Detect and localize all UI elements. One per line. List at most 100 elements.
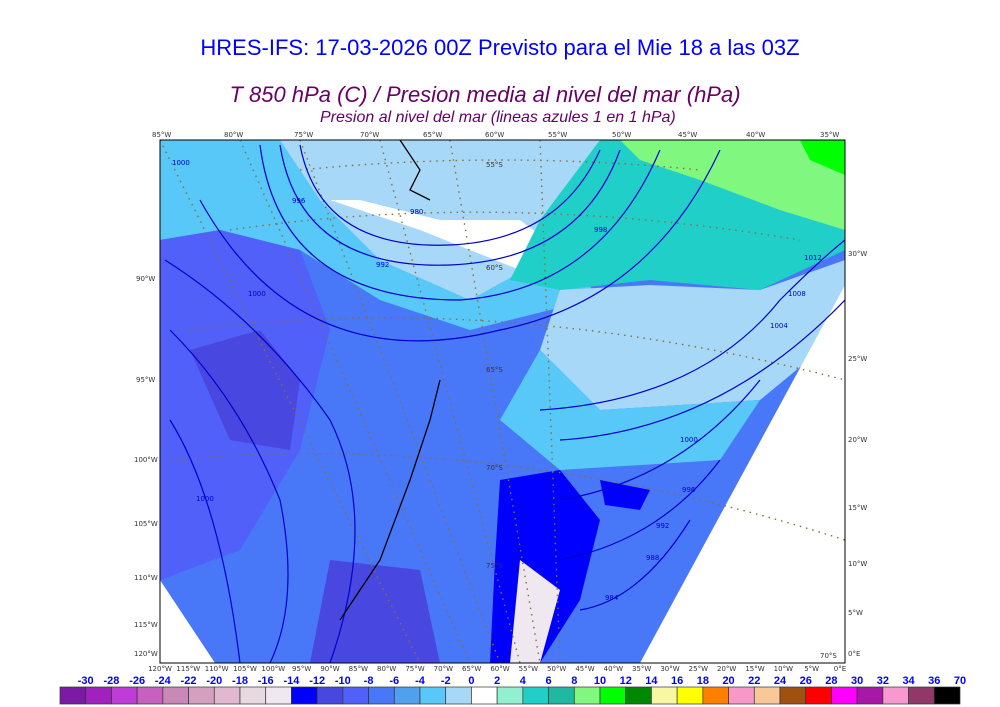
isobar-label: 1012 (804, 254, 822, 262)
lon-label: 110°W (134, 574, 158, 582)
isobar-label: 1000 (680, 436, 698, 444)
isobar-label: 984 (605, 594, 619, 602)
lon-label: 5°W (804, 665, 819, 673)
colorbar-swatch (111, 686, 138, 705)
colorbar-swatch (933, 686, 961, 705)
lat-label: 55°S (486, 161, 503, 169)
colorbar-swatch (908, 686, 935, 705)
isobar-label: 1000 (196, 495, 214, 503)
lon-label: 120°W (148, 665, 172, 673)
lon-label: 40°W (746, 131, 765, 139)
colorbar-label: 6 (546, 675, 552, 687)
colorbar-swatch (393, 686, 421, 705)
colorbar-label: 20 (722, 675, 734, 687)
colorbar-label: 18 (697, 675, 709, 687)
colorbar-swatch (59, 686, 87, 705)
lon-label: 55°W (548, 131, 567, 139)
isobar-label: 992 (656, 522, 669, 530)
colorbar-label: -8 (364, 675, 374, 687)
lon-label: 85°W (349, 665, 368, 673)
colorbar-label: -28 (103, 675, 119, 687)
temperature-field (160, 140, 845, 663)
lon-label: 115°W (176, 665, 200, 673)
lon-label: 65°W (462, 665, 481, 673)
colorbar-label: -30 (78, 675, 94, 687)
chart-subtitle: T 850 hPa (C) / Presion media al nivel d… (229, 82, 741, 107)
isobar-label: 992 (376, 261, 389, 269)
isobar-label: 1000 (248, 290, 266, 298)
lat-label: 65°S (486, 366, 503, 374)
isobar-label: 996 (292, 197, 306, 205)
map-frame (159, 139, 846, 664)
colorbar-swatch (471, 686, 498, 705)
lon-label: 60°W (485, 131, 504, 139)
colorbar-swatch (599, 686, 627, 705)
isobar-label: 988 (646, 554, 659, 562)
colorbar-swatch (831, 686, 858, 705)
colorbar-swatch (651, 686, 678, 705)
colorbar-label: 28 (825, 675, 837, 687)
lon-label: 90°W (320, 665, 339, 673)
lon-label: 45°W (575, 665, 594, 673)
colorbar-label: 14 (645, 675, 658, 687)
colorbar-swatch (316, 686, 344, 705)
lon-label: 15°W (745, 665, 764, 673)
lon-label: 50°W (547, 665, 566, 673)
colorbar-swatch (882, 686, 909, 705)
lon-label: 25°W (689, 665, 708, 673)
colorbar-label: -22 (181, 675, 197, 687)
colorbar-swatch (162, 686, 189, 705)
colorbar-label: -14 (283, 675, 300, 687)
isobar-labels: 1000 996 980 992 998 1012 1008 1004 1000… (172, 159, 822, 602)
lon-label: 50°W (612, 131, 631, 139)
colorbar-swatch (136, 686, 164, 705)
colorbar-label: 16 (671, 675, 683, 687)
colorbar-label: 36 (928, 675, 940, 687)
lon-label: 70°W (434, 665, 453, 673)
lon-label: 75°W (405, 665, 424, 673)
isobar-label: 1000 (172, 159, 190, 167)
colorbar-label: 32 (877, 675, 889, 687)
colorbar-swatch (805, 686, 832, 705)
colorbar-label: 30 (851, 675, 863, 687)
colorbar-label: 12 (620, 675, 632, 687)
lon-label: 65°W (423, 131, 442, 139)
lon-label: 20°W (848, 436, 867, 444)
lon-label: 25°W (848, 355, 867, 363)
colorbar-swatch (265, 686, 292, 705)
colorbar-label: -4 (415, 675, 426, 687)
bottom-lon-labels: 120°W 115°W 110°W 105°W 100°W 95°W 90°W 85°W 80°… (148, 665, 846, 673)
colorbar-swatch (779, 686, 807, 705)
isobar-label: 1008 (788, 290, 806, 298)
lon-label: 5°W (848, 609, 863, 617)
colorbar-swatch (291, 686, 318, 705)
lon-label: 10°W (774, 665, 793, 673)
lon-label: 105°W (233, 665, 257, 673)
lon-label: 30°W (660, 665, 679, 673)
lon-label: 10°W (848, 560, 867, 568)
isobar-label: 980 (410, 208, 423, 216)
lon-label: 30°W (848, 250, 867, 258)
colorbar-label: -12 (309, 675, 325, 687)
lon-label: 100°W (261, 665, 285, 673)
colorbar-label: -24 (155, 675, 172, 687)
lon-label: 100°W (134, 456, 158, 464)
lon-label: 120°W (134, 650, 158, 658)
lon-label: 70°W (360, 131, 379, 139)
colorbar-swatch (676, 686, 704, 705)
colorbar-swatch (342, 686, 369, 705)
colorbar-label: 26 (800, 675, 812, 687)
lon-label: 115°W (134, 621, 158, 629)
colorbar-label: 0 (468, 675, 474, 687)
colorbar-label: -16 (258, 675, 274, 687)
chart-title: HRES-IFS: 17-03-2026 00Z Previsto para e… (200, 35, 800, 60)
colorbar-swatch (445, 686, 472, 705)
lon-label: 35°W (632, 665, 651, 673)
colorbar-label: -18 (232, 675, 248, 687)
isobar-label: 1004 (770, 322, 788, 330)
lon-label: 110°W (205, 665, 229, 673)
lon-label: 55°W (519, 665, 538, 673)
isobar-label: 998 (594, 226, 607, 234)
colorbar-label: 34 (902, 675, 915, 687)
lon-label: 80°W (377, 665, 396, 673)
